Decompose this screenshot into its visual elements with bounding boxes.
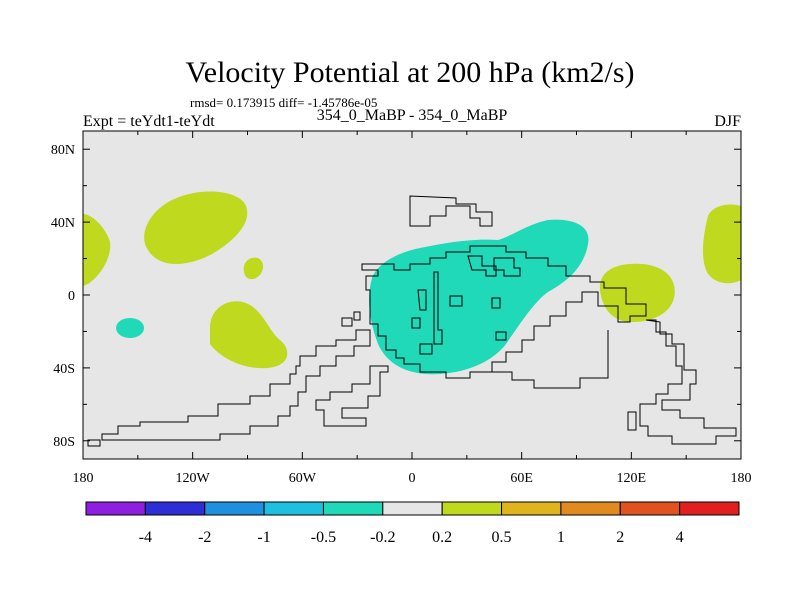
colorbar-bin	[263, 501, 324, 516]
y-tick-label: 0	[68, 289, 75, 304]
colorbar-bin	[441, 501, 503, 516]
colorbar-label: 0.2	[432, 529, 452, 546]
x-tick-label: 60E	[510, 471, 533, 486]
x-tick-label: 120E	[617, 471, 647, 486]
y-tick-label: 80N	[51, 143, 75, 158]
experiment-label: Expt = teYdt1-teYdt	[83, 113, 215, 130]
positive-north-pacific-region	[144, 191, 248, 264]
colorbar-label: -4	[139, 529, 152, 546]
x-tick-label: 180	[731, 471, 752, 486]
season-comparison-label: 354_0_MaBP - 354_0_MaBP	[317, 107, 508, 124]
positive-south-atlantic-region	[210, 301, 288, 369]
colorbar-label: 0.5	[492, 529, 512, 546]
x-tick-label: 180	[73, 471, 94, 486]
colorbar-label: 1	[557, 529, 565, 546]
chart-title: Velocity Potential at 200 hPa (km2/s)	[185, 56, 634, 89]
colorbar-label: -2	[198, 529, 211, 546]
colorbar-label: -0.2	[370, 529, 395, 546]
colorbar-bin	[85, 501, 146, 516]
colorbar-label: 2	[616, 529, 624, 546]
colorbar-bin	[560, 501, 621, 516]
y-tick-label: 40S	[53, 362, 75, 377]
stats-label: rmsd= 0.173915 diff= -1.45786e-05	[190, 95, 377, 110]
positive-small-atlantic-region	[243, 257, 264, 280]
contour-fill-layer	[83, 191, 741, 447]
negative-small-region	[116, 318, 144, 338]
season-label: DJF	[714, 113, 741, 130]
y-tick-label: 40N	[51, 216, 75, 231]
positive-east-edge-region	[702, 204, 741, 284]
colorbar-label: -1	[257, 529, 270, 546]
colorbar-bin	[322, 501, 384, 516]
x-tick-label: 60W	[289, 471, 317, 486]
colorbar-bin	[619, 501, 681, 516]
colorbar-bin	[204, 501, 265, 516]
coastlines	[87, 195, 737, 447]
x-tick-label: 0	[409, 471, 416, 486]
colorbar-bin	[382, 501, 443, 516]
colorbar: -4 -2 -1 -0.5 -0.2 0.2 0.5 1 2 4	[85, 501, 740, 546]
y-tick-label: 80S	[53, 435, 75, 450]
colorbar-label: -0.5	[311, 529, 336, 546]
y-axis: 80N 40N 0 40S 80S	[51, 143, 741, 450]
positive-west-edge-region	[83, 214, 111, 286]
x-axis: 180 120W 60W 0 60E 120E 180	[73, 131, 752, 486]
positive-indian-region	[599, 263, 675, 322]
colorbar-label: 4	[676, 529, 684, 546]
colorbar-bin	[144, 501, 206, 516]
colorbar-bin	[501, 501, 562, 516]
x-tick-label: 120W	[176, 471, 211, 486]
colorbar-bin	[679, 501, 740, 516]
